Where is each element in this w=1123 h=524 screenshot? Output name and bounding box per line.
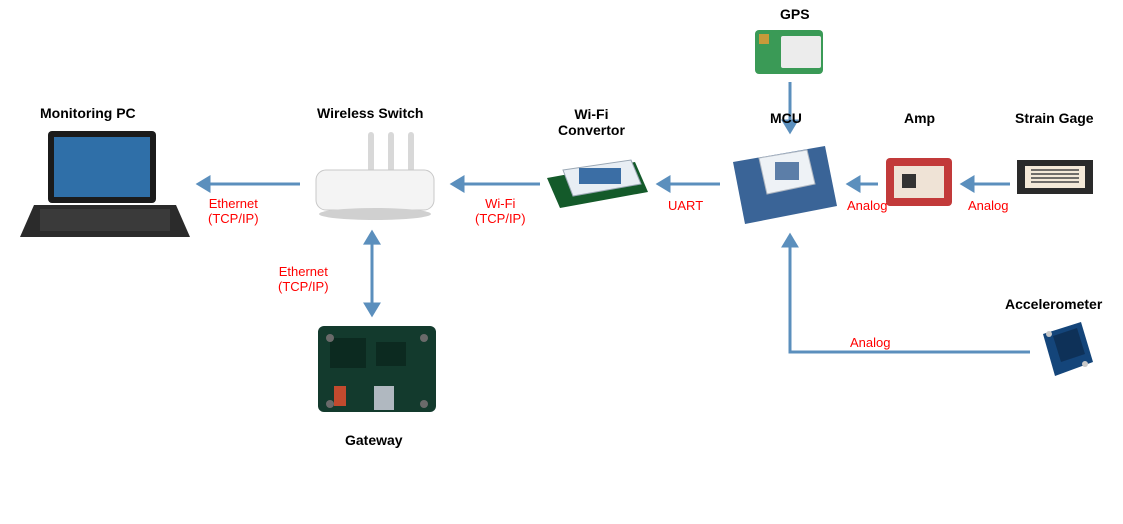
- edge-label-convertor-to-switch: Wi-Fi (TCP/IP): [475, 196, 526, 226]
- monitoring-pc-label: Monitoring PC: [40, 105, 136, 121]
- gateway-icon: [312, 320, 442, 420]
- strain-gage-label: Strain Gage: [1015, 110, 1094, 126]
- edge-label-amp-to-mcu: Analog: [847, 198, 887, 213]
- edge-accel_to_mcu: [790, 235, 1030, 352]
- connection-arrows: [0, 0, 1123, 524]
- mcu-icon: [725, 140, 843, 230]
- gps-label: GPS: [780, 6, 810, 22]
- edge-label-accel-to-mcu: Analog: [850, 335, 890, 350]
- accelerometer-label: Accelerometer: [1005, 296, 1102, 312]
- edge-label-switch-gateway: Ethernet (TCP/IP): [278, 264, 329, 294]
- amp-icon: [882, 152, 957, 212]
- wireless-switch-icon: [308, 128, 443, 223]
- monitoring-pc-icon: [20, 125, 190, 245]
- wifi-convertor-label: Wi-Fi Convertor: [558, 106, 625, 138]
- edge-label-strain-to-amp: Analog: [968, 198, 1008, 213]
- accelerometer-icon: [1035, 320, 1095, 380]
- edge-label-switch-to-pc: Ethernet (TCP/IP): [208, 196, 259, 226]
- gateway-label: Gateway: [345, 432, 403, 448]
- wifi-convertor-icon: [545, 158, 650, 213]
- wireless-switch-label: Wireless Switch: [317, 105, 423, 121]
- amp-label: Amp: [904, 110, 935, 126]
- strain-gage-icon: [1015, 152, 1095, 202]
- gps-icon: [753, 28, 825, 76]
- edge-label-mcu-to-convertor: UART: [668, 198, 703, 213]
- mcu-label: MCU: [770, 110, 802, 126]
